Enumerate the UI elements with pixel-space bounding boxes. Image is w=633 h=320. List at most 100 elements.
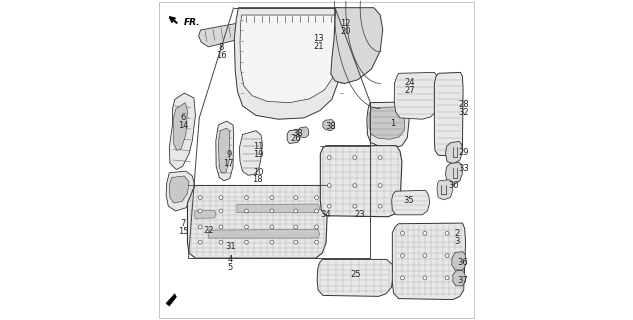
Circle shape <box>401 276 404 280</box>
Circle shape <box>327 184 331 188</box>
Circle shape <box>379 156 382 159</box>
Circle shape <box>445 276 449 280</box>
Polygon shape <box>169 93 196 170</box>
Polygon shape <box>437 180 453 200</box>
Circle shape <box>401 231 404 235</box>
Polygon shape <box>208 229 320 238</box>
Polygon shape <box>452 252 467 270</box>
Text: 17: 17 <box>223 159 234 168</box>
Circle shape <box>219 209 223 213</box>
Circle shape <box>423 231 427 235</box>
Text: 29: 29 <box>459 148 469 157</box>
Polygon shape <box>392 223 466 300</box>
Text: 38: 38 <box>292 129 303 138</box>
Circle shape <box>327 204 331 208</box>
Circle shape <box>353 156 356 159</box>
Text: 5: 5 <box>228 262 233 272</box>
Circle shape <box>198 209 202 213</box>
Text: 3: 3 <box>454 237 460 246</box>
Circle shape <box>315 225 318 229</box>
Circle shape <box>294 196 298 199</box>
Text: 7: 7 <box>180 219 186 228</box>
Polygon shape <box>237 204 320 212</box>
Polygon shape <box>195 210 216 218</box>
Circle shape <box>445 231 449 235</box>
Circle shape <box>379 184 382 188</box>
Circle shape <box>315 240 318 244</box>
Circle shape <box>353 204 356 208</box>
Circle shape <box>315 209 318 213</box>
Polygon shape <box>234 8 347 119</box>
Text: 20: 20 <box>341 28 351 36</box>
Text: 13: 13 <box>313 34 323 43</box>
Text: 12: 12 <box>341 19 351 28</box>
Circle shape <box>244 225 248 229</box>
Text: 16: 16 <box>216 51 226 60</box>
Polygon shape <box>199 20 260 47</box>
Text: 4: 4 <box>228 255 233 264</box>
Polygon shape <box>394 72 439 119</box>
Polygon shape <box>392 190 430 215</box>
Text: 31: 31 <box>225 242 235 251</box>
Polygon shape <box>218 128 230 173</box>
Polygon shape <box>166 294 177 306</box>
Polygon shape <box>446 163 463 185</box>
Text: 6: 6 <box>180 114 186 123</box>
Text: 33: 33 <box>459 164 470 173</box>
Circle shape <box>423 276 427 280</box>
Circle shape <box>327 156 331 159</box>
Polygon shape <box>323 120 334 131</box>
Text: 24: 24 <box>404 78 415 87</box>
Text: 1: 1 <box>391 119 396 128</box>
Circle shape <box>401 254 404 258</box>
Text: 36: 36 <box>457 258 468 267</box>
Circle shape <box>244 196 248 199</box>
Text: 11: 11 <box>253 142 263 151</box>
Polygon shape <box>367 102 410 148</box>
Text: 23: 23 <box>354 210 365 219</box>
Polygon shape <box>331 8 383 84</box>
Polygon shape <box>446 141 463 164</box>
Text: 30: 30 <box>448 181 459 190</box>
Polygon shape <box>453 270 466 286</box>
Text: 22: 22 <box>203 226 213 235</box>
Polygon shape <box>240 15 341 103</box>
Text: 35: 35 <box>403 196 413 205</box>
Text: FR.: FR. <box>184 19 200 28</box>
Text: 9: 9 <box>226 150 232 159</box>
Circle shape <box>270 209 274 213</box>
Text: 8: 8 <box>218 43 223 52</box>
Polygon shape <box>369 107 405 139</box>
Circle shape <box>315 196 318 199</box>
Polygon shape <box>169 176 189 203</box>
Circle shape <box>294 209 298 213</box>
Text: 2: 2 <box>454 229 460 238</box>
Polygon shape <box>187 186 328 258</box>
Polygon shape <box>434 72 463 156</box>
Circle shape <box>294 240 298 244</box>
Circle shape <box>445 254 449 258</box>
Circle shape <box>198 196 202 199</box>
Circle shape <box>198 240 202 244</box>
Circle shape <box>353 184 356 188</box>
Text: 25: 25 <box>351 270 361 279</box>
Circle shape <box>379 204 382 208</box>
Text: 28: 28 <box>459 100 469 109</box>
Polygon shape <box>166 171 195 211</box>
Text: 15: 15 <box>178 227 189 236</box>
Circle shape <box>294 225 298 229</box>
Circle shape <box>198 225 202 229</box>
Polygon shape <box>320 146 402 217</box>
Text: 27: 27 <box>404 86 415 95</box>
Polygon shape <box>287 130 300 143</box>
Text: 10: 10 <box>253 168 263 177</box>
Polygon shape <box>216 121 234 181</box>
Circle shape <box>219 240 223 244</box>
Text: 21: 21 <box>313 42 323 51</box>
Polygon shape <box>174 103 187 150</box>
Circle shape <box>219 225 223 229</box>
Text: 34: 34 <box>321 210 331 219</box>
Circle shape <box>244 209 248 213</box>
Circle shape <box>244 240 248 244</box>
Circle shape <box>219 196 223 199</box>
